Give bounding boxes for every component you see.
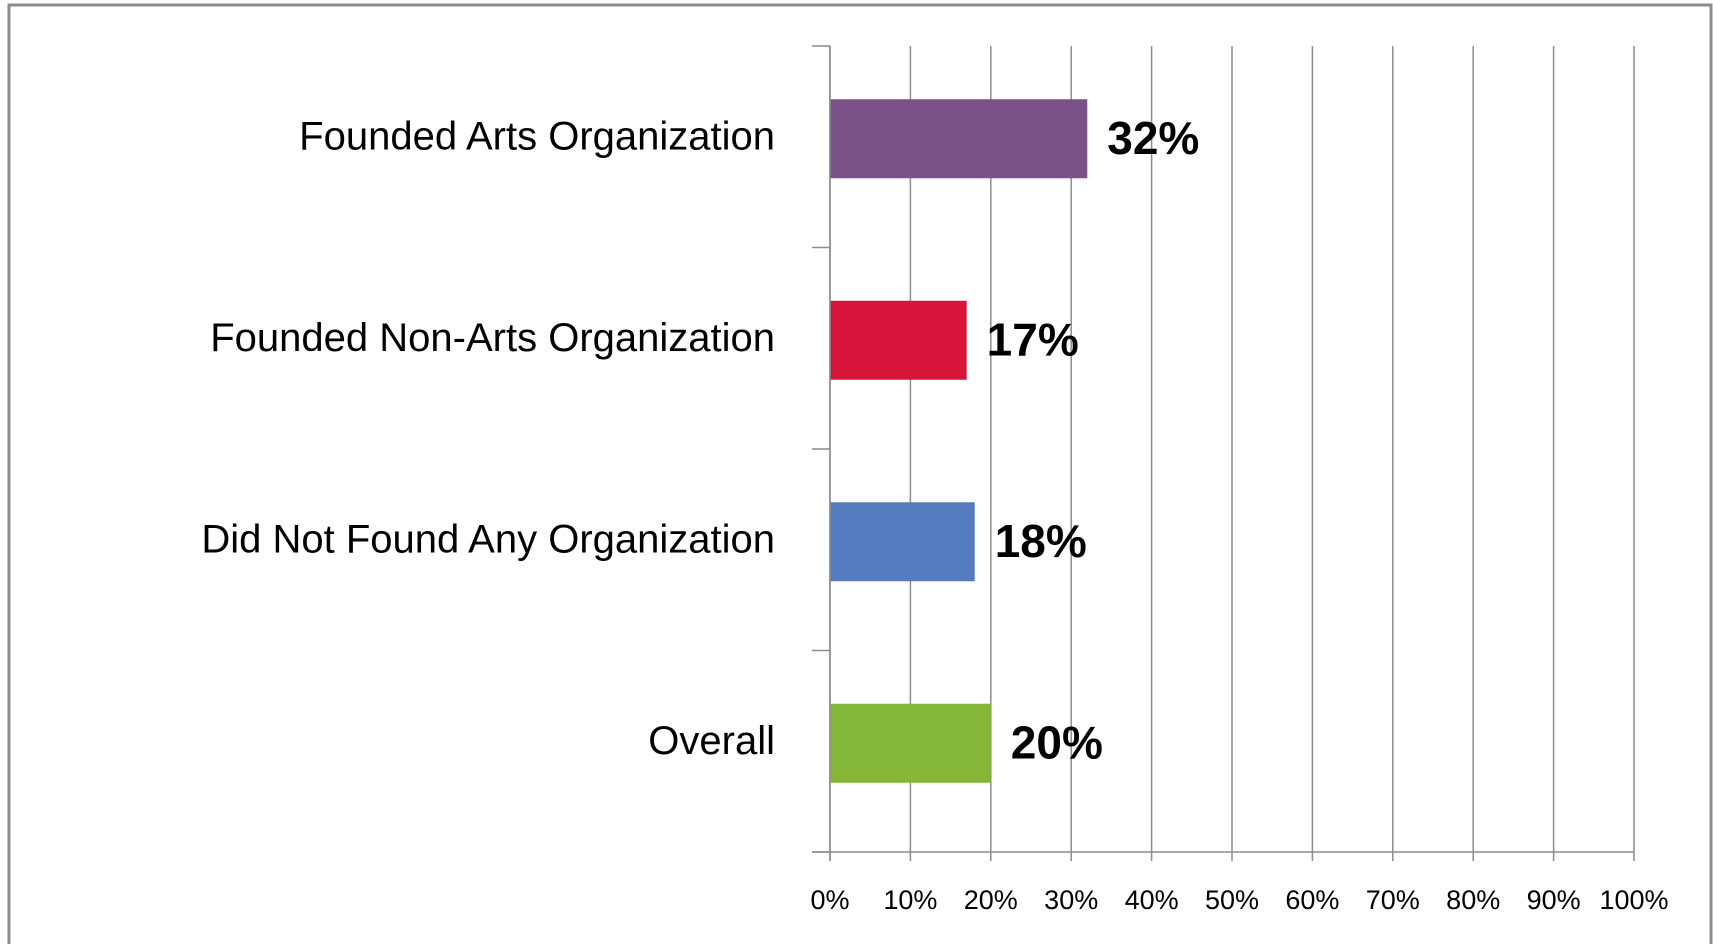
y-tick-label: Did Not Found Any Organization bbox=[201, 517, 775, 561]
bar bbox=[830, 502, 975, 582]
x-tick-label: 90% bbox=[1527, 885, 1581, 915]
x-tick-label: 70% bbox=[1366, 885, 1420, 915]
bar bbox=[830, 703, 991, 783]
x-tick-label: 100% bbox=[1599, 885, 1668, 915]
y-tick-label: Founded Non-Arts Organization bbox=[210, 316, 775, 360]
x-tick-label: 40% bbox=[1125, 885, 1179, 915]
x-tick-label: 0% bbox=[810, 885, 849, 915]
data-label: 17% bbox=[987, 313, 1079, 365]
x-tick-label: 60% bbox=[1285, 885, 1339, 915]
data-label: 18% bbox=[995, 515, 1087, 567]
data-label: 32% bbox=[1107, 112, 1199, 164]
data-label: 20% bbox=[1011, 716, 1103, 768]
bar bbox=[830, 300, 967, 380]
x-tick-label: 30% bbox=[1044, 885, 1098, 915]
x-tick-label: 20% bbox=[964, 885, 1018, 915]
y-tick-label: Overall bbox=[648, 719, 775, 763]
x-tick-label: 10% bbox=[883, 885, 937, 915]
x-tick-label: 50% bbox=[1205, 885, 1259, 915]
x-tick-label: 80% bbox=[1446, 885, 1500, 915]
bar bbox=[830, 99, 1088, 179]
y-tick-label: Founded Arts Organization bbox=[299, 114, 775, 158]
